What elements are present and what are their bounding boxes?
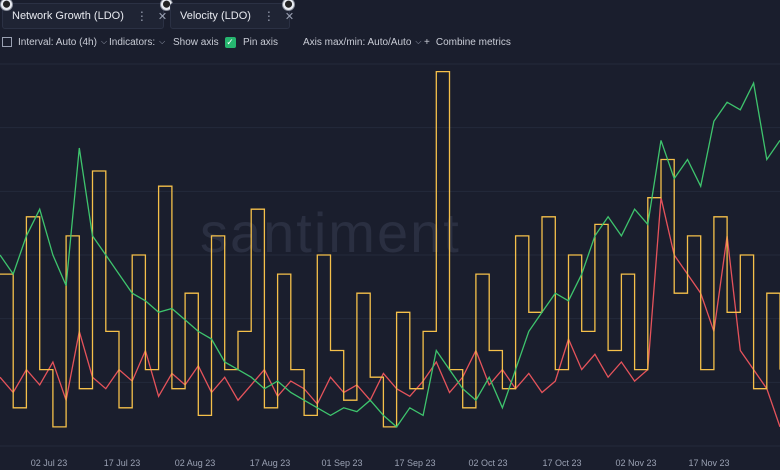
chevron-down-icon: ⌵ [159, 37, 166, 46]
check-icon[interactable]: ✓ [224, 36, 236, 48]
indicators-label: Indicators: [109, 36, 156, 48]
interval-selector[interactable]: Interval: Auto (4h) ⌵ [2, 37, 107, 48]
tab-network-growth[interactable]: Network Growth (LDO) ⋮ ✕ [2, 3, 168, 29]
x-tick-label: 02 Nov 23 [615, 458, 656, 468]
pin-axis-label: Pin axis [243, 36, 279, 48]
combine-metrics-label: Combine metrics [435, 36, 511, 48]
chart-toolbar: Interval: Auto (4h) ⌵ Indicators: ⌵ Show… [0, 33, 780, 51]
x-tick-label: 17 Jul 23 [104, 458, 141, 468]
pin-icon[interactable]: ⬤ [0, 0, 13, 11]
close-icon[interactable]: ✕ [284, 10, 295, 23]
x-tick-label: 02 Jul 23 [31, 458, 68, 468]
combine-metrics-button[interactable]: + Combine metrics [424, 37, 511, 48]
indicators-selector[interactable]: Indicators: ⌵ [109, 37, 165, 48]
series-line-2 [0, 81, 780, 428]
interval-label: Interval: Auto (4h) [18, 36, 97, 48]
x-tick-label: 17 Nov 23 [688, 458, 729, 468]
axis-maxmin-label: Axis max/min: Auto/Auto [303, 36, 412, 48]
chart-area[interactable]: 02 Jul 23 17 Jul 23 02 Aug 23 17 Aug 23 01 S… [0, 56, 780, 470]
tab-label: Network Growth (LDO) [12, 10, 124, 22]
x-tick-label: 02 Aug 23 [175, 458, 216, 468]
pin-axis-toggle[interactable]: Pin axis [243, 37, 278, 48]
x-tick-label: 17 Sep 23 [394, 458, 435, 468]
plus-icon: + [424, 36, 430, 48]
more-options-icon[interactable]: ⋮ [135, 9, 148, 23]
tab-velocity[interactable]: Velocity (LDO) ⋮ ✕ [170, 3, 294, 29]
x-tick-label: 02 Oct 23 [468, 458, 507, 468]
tab-label: Velocity (LDO) [180, 10, 251, 22]
x-tick-label: 17 Aug 23 [250, 458, 291, 468]
show-axis-label: Show axis [173, 36, 219, 48]
chevron-down-icon: ⌵ [415, 37, 422, 46]
x-tick-label: 01 Sep 23 [321, 458, 362, 468]
close-icon[interactable]: ✕ [157, 10, 168, 23]
calendar-icon [2, 37, 12, 47]
watermark-logo: santiment [200, 201, 461, 264]
chevron-down-icon: ⌵ [100, 37, 108, 46]
x-tick-label: 17 Oct 23 [542, 458, 581, 468]
show-axis-toggle[interactable]: Show axis ✓ [173, 36, 236, 48]
pin-icon[interactable]: ⬤ [282, 0, 295, 11]
axis-maxmin-selector[interactable]: Axis max/min: Auto/Auto ⌵ [303, 37, 421, 48]
more-options-icon[interactable]: ⋮ [262, 9, 275, 23]
series-line-0 [0, 197, 780, 428]
